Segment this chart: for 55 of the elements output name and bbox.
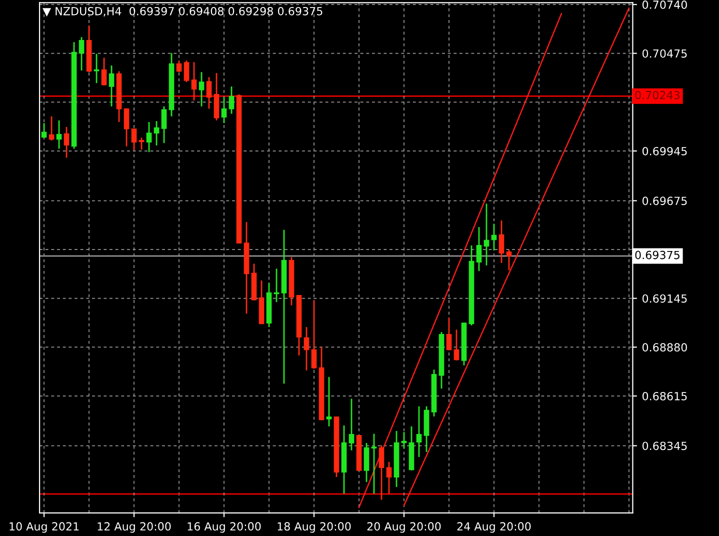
- chart-title: ▼ NZDUSD,H4 0.69397 0.69408 0.69298 0.69375: [42, 6, 322, 17]
- candlestick: [206, 76, 212, 110]
- candlestick: [326, 376, 332, 428]
- candlestick: [416, 406, 422, 458]
- x-tick-label: 24 Aug 20:00: [457, 522, 531, 533]
- candlestick: [454, 328, 460, 362]
- candlestick: [198, 71, 204, 108]
- candlestick: [146, 121, 152, 153]
- candlestick: [184, 60, 190, 83]
- candlestick: [176, 60, 182, 73]
- candlestick: [228, 86, 234, 114]
- ref-line-label: 0.70243: [635, 90, 680, 100]
- y-tick-label: 0.69945: [642, 146, 687, 156]
- candlestick: [491, 223, 497, 252]
- y-tick-label: 0.69675: [642, 196, 687, 206]
- candlestick: [386, 461, 392, 494]
- candlestick: [101, 57, 107, 86]
- candlestick: [311, 300, 317, 370]
- ref-line-label: 0.69375: [635, 250, 680, 260]
- candlestick: [446, 316, 452, 351]
- candlestick: [138, 137, 144, 150]
- candlestick: [498, 220, 504, 264]
- candlestick: [131, 128, 137, 152]
- candlestick: [124, 108, 130, 148]
- y-tick-label: 0.70475: [642, 49, 687, 58]
- y-tick-label: 0.68880: [642, 343, 687, 352]
- y-tick-label: 0.70740: [642, 0, 687, 9]
- candlestick: [108, 64, 114, 108]
- candlestick: [94, 53, 100, 84]
- candlestick: [484, 202, 490, 266]
- candlestick: [221, 96, 227, 124]
- candlestick: [476, 226, 482, 272]
- x-tick-label: 16 Aug 20:00: [188, 522, 261, 533]
- candlestick: [191, 61, 197, 102]
- candlestick: [506, 249, 512, 271]
- y-tick-label: 0.68345: [642, 442, 687, 450]
- y-tick-label: 0.68615: [642, 392, 687, 400]
- candlestick: [371, 433, 377, 494]
- candlestick: [56, 120, 62, 150]
- candlestick: [41, 122, 47, 138]
- candlestick: [161, 106, 167, 144]
- candlestick: [364, 442, 370, 483]
- candlestick: [214, 72, 220, 122]
- candlestick: [304, 326, 310, 372]
- candlestick: [154, 120, 160, 146]
- candlestick: [378, 444, 384, 500]
- x-tick-label: 20 Aug 20:00: [367, 522, 441, 533]
- y-tick-label: 0.69145: [642, 294, 687, 303]
- x-tick-label: 12 Aug 20:00: [98, 522, 171, 533]
- candlestick: [78, 36, 84, 72]
- candlestick: [348, 398, 354, 452]
- candlestick: [48, 116, 54, 142]
- candlestick: [64, 126, 70, 158]
- x-tick-label: 18 Aug 20:00: [278, 522, 351, 533]
- x-tick-label: 10 Aug 2021: [10, 522, 79, 533]
